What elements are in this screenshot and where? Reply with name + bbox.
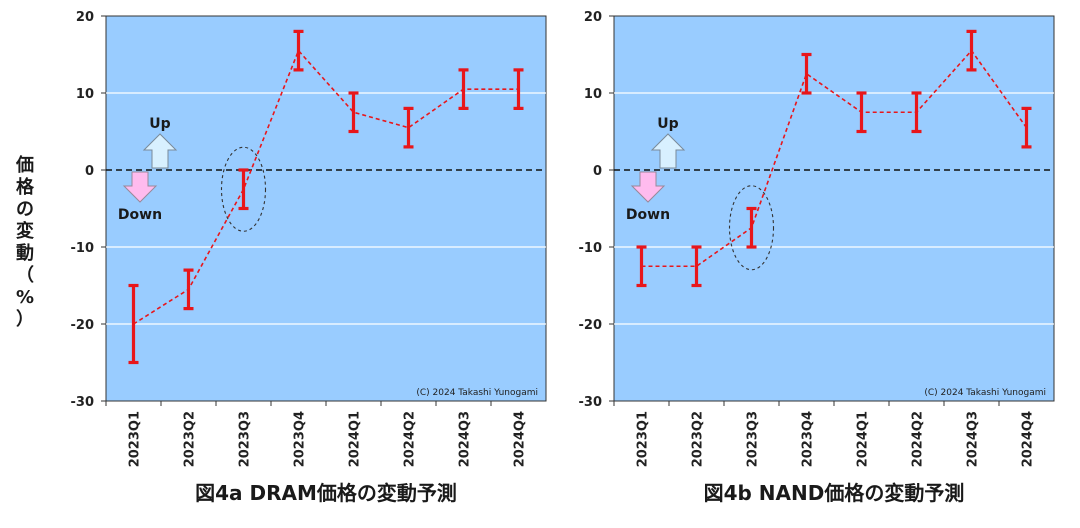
- x-tick-label: 2023Q2: [183, 411, 198, 467]
- y-tick-label: 0: [593, 164, 602, 179]
- y-tick-label: 10: [76, 87, 94, 102]
- highlight-ellipse: [220, 146, 267, 232]
- plot-area: [613, 15, 1055, 402]
- error-bar: [293, 29, 304, 72]
- y-axis-label: 価格の変動（%）: [15, 155, 35, 330]
- y-tick-label: -30: [71, 395, 95, 410]
- down-label: Down: [118, 207, 162, 223]
- y-tick-label: -10: [579, 241, 603, 256]
- error-bar: [636, 245, 647, 288]
- x-tick-label: 2023Q3: [746, 411, 761, 467]
- series-line: [133, 49, 519, 325]
- x-tick-label: 2024Q2: [911, 411, 926, 467]
- error-bar: [1021, 106, 1032, 149]
- x-tick-label: 2023Q2: [691, 411, 706, 467]
- x-tick-label: 2023Q3: [238, 411, 253, 467]
- chart-dram: 20 10 0 -10 -20 -30 2023Q1 2023Q2 2023Q3 2023Q4 20…: [71, 10, 547, 505]
- x-tick-label: 2024Q3: [966, 411, 981, 467]
- up-label: Up: [149, 116, 170, 132]
- down-arrow-icon: [630, 171, 666, 203]
- highlight-ellipse: [728, 185, 775, 271]
- series-line: [641, 49, 1028, 268]
- chart-title: 図4b NAND価格の変動予測: [704, 481, 965, 505]
- y-tick-label: -30: [579, 395, 603, 410]
- y-tick-label: -10: [71, 241, 95, 256]
- chart-title: 図4a DRAM価格の変動予測: [195, 481, 457, 505]
- error-bar: [238, 168, 249, 211]
- error-bar: [856, 91, 867, 134]
- error-bar: [458, 68, 469, 111]
- plot-area: [105, 15, 547, 402]
- y-tick-label: -20: [71, 318, 95, 333]
- error-bar: [403, 106, 414, 149]
- copyright-note: (C) 2024 Takashi Yunogami: [924, 388, 1046, 398]
- x-tick-label: 2023Q4: [293, 411, 308, 467]
- y-tick-label: 20: [76, 10, 94, 25]
- error-bar: [128, 283, 139, 365]
- chart-nand: 20 10 0 -10 -20 -30 2023Q1 2023Q2 2023Q3 2023Q4 20…: [579, 10, 1055, 505]
- error-bar: [513, 68, 524, 111]
- error-bar: [348, 91, 359, 134]
- x-tick-label: 2024Q3: [458, 411, 473, 467]
- x-tick-label: 2024Q2: [403, 411, 418, 467]
- error-bar: [966, 29, 977, 72]
- down-label: Down: [626, 207, 670, 223]
- x-tick-label: 2023Q1: [636, 411, 651, 467]
- error-bar: [746, 206, 757, 249]
- error-bar: [183, 268, 194, 311]
- y-tick-label: 20: [584, 10, 602, 25]
- error-bar: [801, 52, 812, 95]
- x-tick-label: 2024Q1: [348, 411, 363, 467]
- y-tick-label: 0: [85, 164, 94, 179]
- up-arrow-icon: [142, 133, 178, 169]
- x-tick-label: 2024Q4: [1021, 411, 1036, 467]
- x-tick-label: 2024Q1: [856, 411, 871, 467]
- x-tick-label: 2023Q1: [128, 411, 143, 467]
- y-tick-label: -20: [579, 318, 603, 333]
- x-tick-label: 2024Q4: [513, 411, 528, 467]
- x-tick-label: 2023Q4: [801, 411, 816, 467]
- up-label: Up: [657, 116, 678, 132]
- copyright-note: (C) 2024 Takashi Yunogami: [416, 388, 538, 398]
- y-tick-label: 10: [584, 87, 602, 102]
- down-arrow-icon: [122, 171, 158, 203]
- error-bar: [691, 245, 702, 288]
- error-bar: [911, 91, 922, 134]
- up-arrow-icon: [650, 133, 686, 169]
